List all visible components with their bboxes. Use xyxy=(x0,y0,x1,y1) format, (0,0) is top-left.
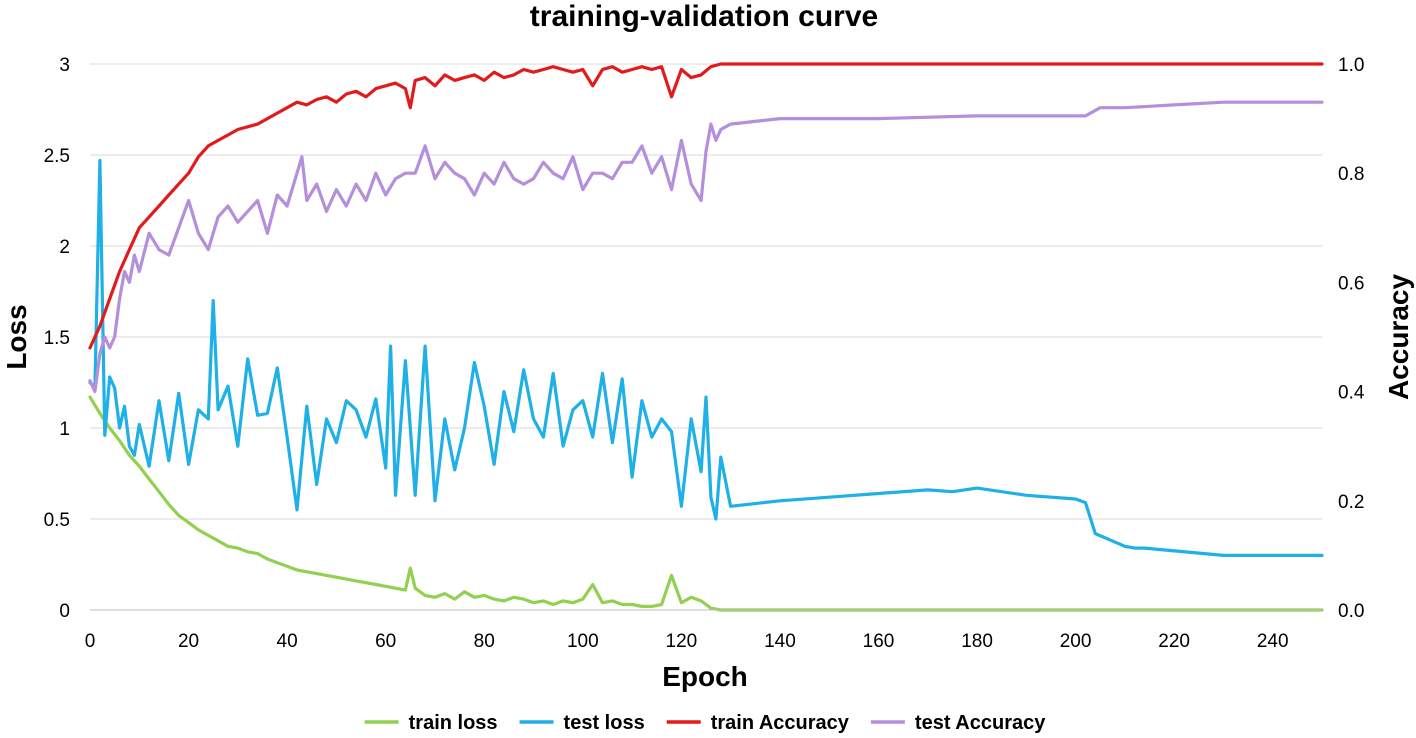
grid-layer xyxy=(90,63,1322,520)
series-layer xyxy=(88,62,1324,612)
y2-tick-label: 0.8 xyxy=(1338,164,1364,185)
x-tick-label: 160 xyxy=(863,631,895,652)
y-tick-label: 1 xyxy=(59,419,70,440)
y2-tick-label: 1.0 xyxy=(1338,55,1364,76)
y-tick-label: 2.5 xyxy=(44,146,70,167)
y2-tick-label: 0.0 xyxy=(1338,601,1364,622)
legend-label: test loss xyxy=(564,712,645,734)
x-tick-label: 200 xyxy=(1060,631,1092,652)
y-axis-title: Loss xyxy=(1,304,32,369)
x-tick-label: 60 xyxy=(375,631,396,652)
x-tick-label: 220 xyxy=(1158,631,1190,652)
series-line-train-loss xyxy=(88,395,1324,612)
y-tick-label: 0.5 xyxy=(44,510,70,531)
y-tick-label: 3 xyxy=(59,55,70,76)
series-line-train-accuracy xyxy=(88,62,1324,350)
x-tick-label: 240 xyxy=(1257,631,1289,652)
x-tick-label: 40 xyxy=(277,631,298,652)
y2-tick-label: 0.2 xyxy=(1338,492,1364,513)
x-tick-label: 20 xyxy=(178,631,199,652)
legend-label: train Accuracy xyxy=(711,712,850,734)
x-tick-label: 120 xyxy=(666,631,698,652)
x-tick-label: 140 xyxy=(764,631,796,652)
x-tick-label: 0 xyxy=(85,631,96,652)
y-tick-label: 1.5 xyxy=(44,328,70,349)
x-tick-label: 180 xyxy=(961,631,993,652)
series-line-test-loss xyxy=(88,158,1324,558)
y-tick-label: 2 xyxy=(59,237,70,258)
x-tick-label: 100 xyxy=(567,631,599,652)
y2-axis-title: Accuracy xyxy=(1383,274,1414,401)
y2-tick-label: 0.4 xyxy=(1338,383,1365,404)
legend-label: test Accuracy xyxy=(915,712,1046,734)
legend-label: train loss xyxy=(409,712,498,734)
x-tick-label: 80 xyxy=(474,631,495,652)
chart-title: training-validation curve xyxy=(530,0,878,33)
x-axis-title: Epoch xyxy=(662,661,748,692)
y2-tick-label: 0.6 xyxy=(1338,273,1364,294)
axis-layer: 0 0.5 1 1.5 2 2.5 3 0.0 0.2 0.4 0.6 0.8 1.0 0 20 40 60 80… xyxy=(44,55,1365,652)
y-tick-label: 0 xyxy=(59,601,70,622)
legend: train loss test loss train Accuracy test Ac… xyxy=(364,712,1046,734)
series-line-test-accuracy xyxy=(88,100,1324,394)
